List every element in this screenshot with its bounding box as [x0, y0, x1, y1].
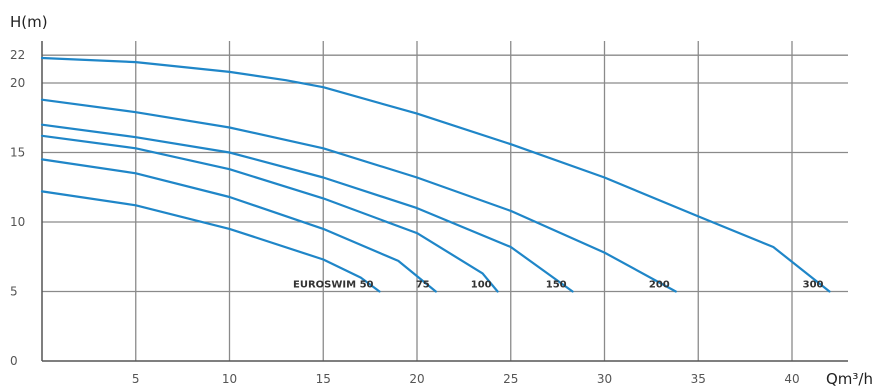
series-layer: [40, 56, 831, 293]
series-label: 100: [471, 280, 492, 291]
x-tick-label: 25: [503, 372, 518, 386]
x-tick-label: 5: [132, 372, 140, 386]
x-tick-label: 35: [691, 372, 706, 386]
x-axis-title: Qm³/h: [826, 370, 873, 388]
series-label: EUROSWIM 50: [293, 280, 373, 291]
x-tick-label: 15: [316, 372, 331, 386]
series-label: 200: [649, 280, 670, 291]
y-tick-label: 15: [10, 146, 25, 160]
x-tick-label: 20: [409, 372, 424, 386]
series-label: 150: [546, 280, 567, 291]
series-curve-150: [40, 123, 574, 293]
series-curve-euroswim-50: [40, 190, 381, 293]
x-tick-label: 40: [784, 372, 799, 386]
series-label: 300: [803, 280, 824, 291]
y-axis-title: H(m): [10, 13, 48, 31]
x-tick-label: 30: [597, 372, 612, 386]
y-tick-label: 10: [10, 215, 25, 229]
label-layer: 5 10 15 20 25 30 35 40 0 5 10 15 20 22 EUROSWIM 50 75 10…: [10, 48, 824, 386]
grid-layer: [42, 41, 848, 361]
series-curve-75: [40, 158, 437, 293]
y-tick-label: 22: [10, 48, 25, 62]
y-tick-label: 5: [10, 285, 18, 299]
y-tick-label: 20: [10, 76, 25, 90]
series-curve-300: [40, 56, 831, 293]
x-tick-label: 10: [222, 372, 237, 386]
y-tick-label: 0: [10, 354, 18, 368]
series-label: 75: [416, 280, 430, 291]
series-curve-100: [40, 134, 499, 293]
series-curve-200: [40, 98, 677, 293]
axis-layer: [41, 41, 848, 362]
